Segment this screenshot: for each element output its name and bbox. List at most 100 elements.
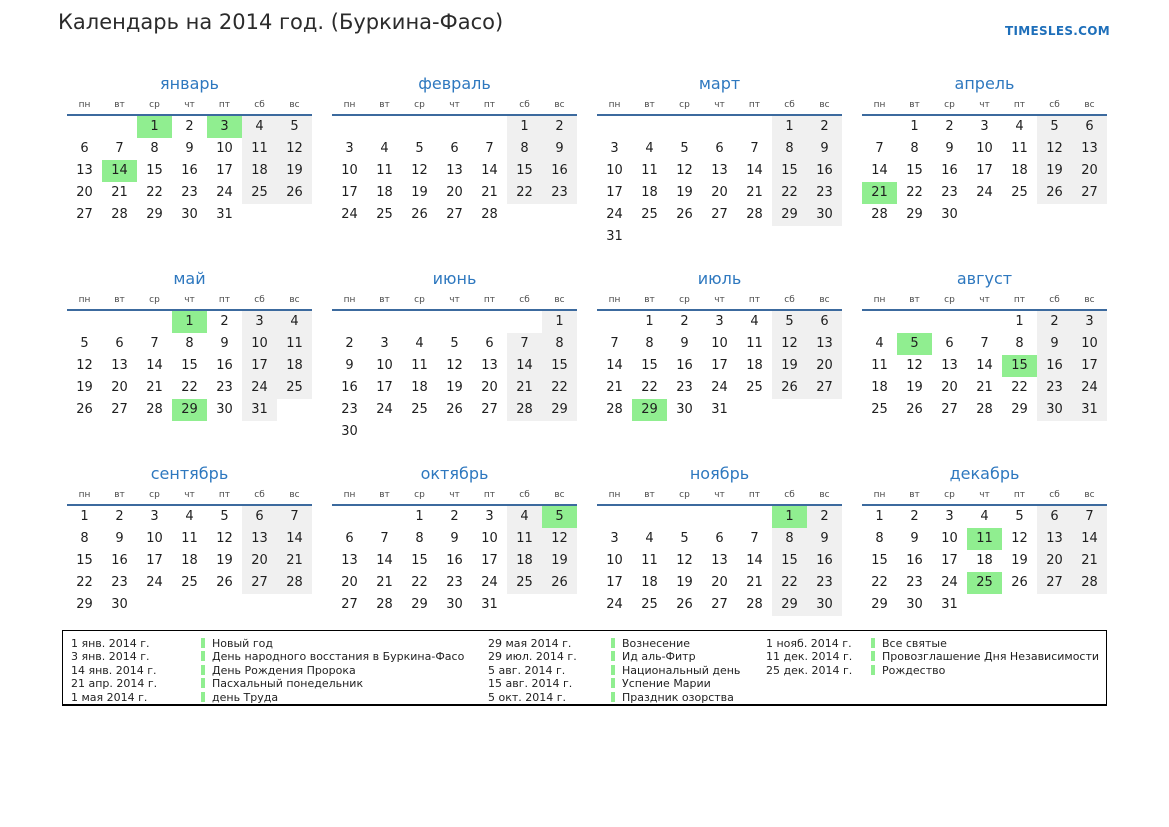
- month-block: декабрь пн вт ср чт пт сб вс 1 2 3 4 5 6 7 8 9 10 11 12 13…: [862, 463, 1107, 640]
- day-cell: 28: [481, 207, 498, 222]
- day-cell: 31: [941, 597, 958, 612]
- day-cell: 14: [481, 163, 498, 178]
- legend-item: Пасхальный понедельник: [201, 677, 488, 690]
- day-cell: 13: [76, 163, 93, 178]
- day-cell: 17: [481, 553, 498, 568]
- day-cell: 6: [945, 336, 954, 351]
- day-cell-empty: [772, 399, 807, 421]
- day-cell: 25: [746, 380, 763, 395]
- legend-date: 1 нояб. 2014 г.: [766, 637, 852, 650]
- day-cell: 20: [341, 575, 358, 590]
- weekday-label: пт: [1013, 490, 1026, 500]
- day-cell: 7: [380, 531, 389, 546]
- day-cell: 6: [345, 531, 354, 546]
- weekday-label: чт: [449, 100, 460, 110]
- day-cell: 27: [711, 597, 728, 612]
- day-cell: 12: [772, 333, 807, 355]
- day-cell-empty: [242, 594, 277, 616]
- site-link[interactable]: TIMESLES.COM: [1004, 24, 1110, 38]
- day-cell: 5: [772, 311, 807, 333]
- day-cell: 8: [875, 531, 884, 546]
- day-cell: 24: [606, 207, 623, 222]
- weekday-label: ср: [149, 490, 160, 500]
- month-days: 1 2 3 4 5 6 7 8 9 10 11 12 13 14 15 16 17 18 19 20 21 22 23 24 2…: [862, 506, 1107, 638]
- day-cell: 26: [906, 402, 923, 417]
- day-cell: 17: [606, 575, 623, 590]
- day-cell-holiday: 25: [967, 572, 1002, 594]
- day-cell: 21: [376, 575, 393, 590]
- day-cell-empty: [1002, 204, 1037, 226]
- legend-item: Успение Марии: [611, 677, 766, 690]
- day-cell: 2: [680, 314, 689, 329]
- day-cell-empty: [507, 204, 542, 226]
- month-block: июнь пн вт ср чт пт сб вс 1 2 3 4 5 6 7 8 9 10 11 12 13 14 1…: [332, 268, 577, 445]
- day-cell: 13: [446, 163, 463, 178]
- legend-column-dates: 29 мая 2014 г. 29 июл. 2014 г. 5 авг. 2014…: [488, 637, 611, 704]
- holiday-marker-icon: [611, 678, 615, 689]
- legend-date: 11 дек. 2014 г.: [766, 650, 853, 664]
- weekday-label: сб: [519, 295, 530, 305]
- legend-item: Все святые: [871, 637, 1106, 650]
- weekday-label: пн: [78, 295, 91, 305]
- legend-box: 1 янв. 2014 г. 3 янв. 2014 г. 14 янв. 2014…: [62, 630, 1107, 706]
- day-cell-empty: [597, 506, 632, 528]
- day-cell: 7: [750, 141, 759, 156]
- weekday-label: чт: [979, 295, 990, 305]
- month-days: 1 2 3 4 5 6 7 8 9 10 11 12 13 14 15 16 17 18 19 20 21 22 23 24 2…: [597, 311, 842, 443]
- day-cell: 7: [750, 531, 759, 546]
- day-cell: 1: [80, 509, 89, 524]
- holiday-marker-icon: [611, 638, 615, 648]
- weekday-row: пн вт ср чт пт сб вс: [597, 295, 842, 311]
- day-cell: 12: [1037, 138, 1072, 160]
- day-cell: 12: [1011, 531, 1028, 546]
- day-cell: 31: [216, 207, 233, 222]
- month-title: август: [956, 269, 1013, 288]
- month-block: август пн вт ср чт пт сб вс 1 2 3 4 5 6 7 8 9 10 11 12 13 1…: [862, 268, 1107, 445]
- day-cell: 18: [871, 380, 888, 395]
- weekday-label: пн: [608, 100, 621, 110]
- day-cell: 25: [242, 182, 277, 204]
- day-cell: 2: [542, 116, 577, 138]
- day-cell-empty: [437, 116, 472, 138]
- day-cell: 11: [376, 163, 393, 178]
- day-cell-empty: [472, 116, 507, 138]
- month-title: май: [173, 269, 206, 288]
- weekday-label: сб: [254, 295, 265, 305]
- day-cell: 27: [481, 402, 498, 417]
- day-cell-empty: [172, 421, 207, 443]
- day-cell-empty: [102, 226, 137, 248]
- legend-column-dates: 1 нояб. 2014 г. 11 дек. 2014 г. 25 дек. 20…: [766, 637, 871, 704]
- day-cell: 13: [711, 163, 728, 178]
- day-cell: 30: [676, 402, 693, 417]
- weekday-label: пн: [78, 490, 91, 500]
- holiday-name: Рождество: [882, 663, 946, 677]
- month-block: март пн вт ср чт пт сб вс 1 2 3 4 5 6 7 8 9 10 11 12 13 14 1…: [597, 73, 842, 250]
- weekday-label: сб: [784, 100, 795, 110]
- day-cell: 4: [1015, 119, 1024, 134]
- day-cell: 25: [376, 207, 393, 222]
- day-cell: 10: [481, 531, 498, 546]
- day-cell: 24: [1072, 377, 1107, 399]
- day-cell-empty: [277, 421, 312, 443]
- day-cell: 19: [1037, 160, 1072, 182]
- day-cell-empty: [967, 204, 1002, 226]
- day-cell-empty: [702, 506, 737, 528]
- day-cell: 28: [976, 402, 993, 417]
- day-cell: 9: [807, 528, 842, 550]
- day-cell: 5: [1015, 509, 1024, 524]
- weekday-label: вс: [1084, 100, 1095, 110]
- day-cell: 28: [746, 207, 763, 222]
- day-cell: 14: [146, 358, 163, 373]
- day-cell-empty: [242, 421, 277, 443]
- day-cell: 25: [641, 597, 658, 612]
- month-block: ноябрь пн вт ср чт пт сб вс 1 2 3 4 5 6 7 8 9 10 11 12 13 1…: [597, 463, 842, 640]
- day-cell: 24: [242, 377, 277, 399]
- day-cell: 22: [411, 575, 428, 590]
- day-cell: 8: [185, 336, 194, 351]
- day-cell: 27: [242, 572, 277, 594]
- day-cell-empty: [1002, 594, 1037, 616]
- day-cell: 13: [711, 553, 728, 568]
- month-title: январь: [160, 74, 219, 93]
- day-cell: 14: [871, 163, 888, 178]
- month-days: 1 2 3 4 5 6 7 8 9 10 11 12 13 14 15 16 17 18 19 20 21 22 23 24 2…: [332, 116, 577, 248]
